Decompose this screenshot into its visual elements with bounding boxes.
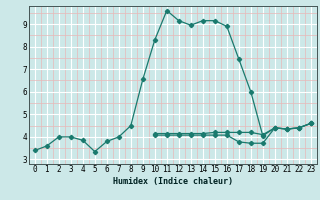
X-axis label: Humidex (Indice chaleur): Humidex (Indice chaleur) [113,177,233,186]
